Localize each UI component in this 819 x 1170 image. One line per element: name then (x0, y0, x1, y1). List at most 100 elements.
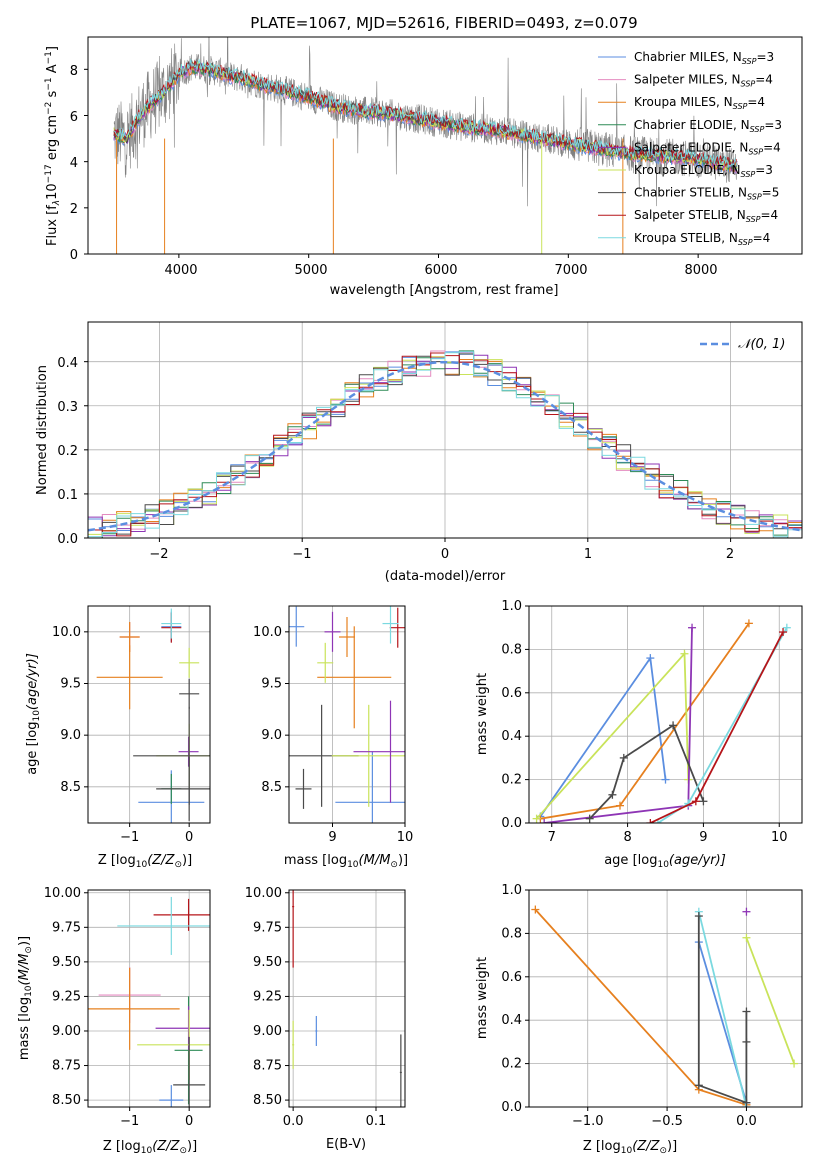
y-tick-label: 6 (70, 110, 78, 125)
age-z-y-label: age [log10(age/yr)] (25, 653, 42, 775)
model-spectrum-kroupa_stelib (113, 58, 738, 168)
y-tick-label: 0.4 (501, 729, 522, 744)
residual-hist-kroupa_stelib (88, 351, 802, 538)
y-tick-label: 9.00 (253, 1024, 282, 1039)
y-tick-label: 8.5 (60, 780, 81, 795)
y-tick-label: 8.50 (52, 1093, 81, 1108)
residual-y-label: Normed distribution (35, 365, 50, 495)
panel-frame (87, 605, 211, 824)
x-tick-label: 1 (584, 547, 592, 562)
y-tick-label: 0.8 (501, 926, 522, 941)
residual-panel: −2 −1 0 1 2 0.0 0.1 0.2 0.3 0.4 (data-mo… (35, 321, 803, 584)
legend-label: Kroupa STELIB, NSSP=4 (634, 231, 770, 247)
y-tick-label: 0.0 (57, 532, 78, 547)
x-tick-label: 10 (771, 830, 788, 845)
model-spectrum-chabrier_stelib (113, 59, 738, 172)
normal-curve (88, 360, 802, 532)
spectrum-plot-area (84, 37, 738, 258)
age-mass-x-label: mass [log10(M/M⊙)] (284, 853, 408, 870)
mw-age-x-label: age [log10(age/yr)] (604, 853, 726, 870)
y-tick-label: 0.6 (501, 970, 522, 985)
y-tick-label: 9.25 (52, 989, 81, 1004)
x-tick-label: 8 (623, 830, 631, 845)
panel-frame (528, 605, 803, 824)
y-tick-label: 0.2 (57, 444, 78, 459)
x-tick-label: 4000 (164, 263, 197, 278)
x-tick-label: 0 (441, 547, 449, 562)
y-tick-label: 0.2 (501, 1057, 522, 1072)
legend-label: Kroupa ELODIE, NSSP=3 (634, 163, 773, 179)
y-tick-label: 1.0 (501, 883, 522, 898)
y-tick-label: 9.50 (52, 955, 81, 970)
y-tick-label: 9.0 (261, 728, 282, 743)
mw-z-series (745, 937, 795, 1064)
mw-z-series (534, 908, 747, 1106)
y-tick-label: 10.00 (44, 886, 81, 901)
x-tick-label: 7 (548, 830, 556, 845)
spectrum-y-ticks: 0 2 4 6 8 (70, 64, 78, 263)
legend-label: Chabrier ELODIE, NSSP=3 (634, 118, 782, 134)
panel-frame (288, 605, 406, 824)
mw-age-panel: 7 8 9 10 0.0 0.2 0.4 0.6 0.8 1.0 (501, 599, 803, 845)
y-tick-label: 0.4 (501, 1013, 522, 1028)
spectrum-legend: Chabrier MILES, NSSP=3 Salpeter MILES, NS… (598, 50, 782, 247)
legend-label: Salpeter STELIB, NSSP=4 (634, 208, 778, 224)
panel-frame (288, 889, 406, 1108)
model-spectrum-kroupa_elodie (113, 60, 738, 171)
legend-label: Chabrier STELIB, NSSP=5 (634, 186, 779, 202)
y-tick-label: 0.1 (57, 488, 78, 503)
y-tick-label: 4 (70, 156, 78, 171)
y-tick-label: 0.4 (57, 356, 78, 371)
y-tick-label: 0 (70, 248, 78, 263)
x-tick-label: −0.5 (651, 1114, 683, 1129)
x-tick-label: 10 (397, 830, 414, 845)
panel-labels: Z [log10(Z/Z⊙)] age [log10(age/yr)] mass… (17, 653, 726, 1156)
panel-frame (528, 889, 803, 1108)
y-tick-label: 0.6 (501, 686, 522, 701)
x-tick-label: 0.0 (736, 1114, 757, 1129)
mw-z-panel: −1.0 −0.5 0.0 0.0 0.2 0.4 0.6 0.8 1.0 (501, 883, 803, 1129)
x-tick-label: −1 (292, 547, 311, 562)
y-tick-label: 9.50 (253, 955, 282, 970)
y-tick-label: 8.50 (253, 1093, 282, 1108)
x-tick-label: 9 (328, 830, 336, 845)
y-tick-label: 9.25 (253, 989, 282, 1004)
spectrum-panel: PLATE=1067, MJD=52616, FIBERID=0493, z=0… (44, 14, 803, 298)
mw-age-y-label: mass weight (475, 673, 490, 755)
spectrum-title: PLATE=1067, MJD=52616, FIBERID=0493, z=0… (250, 14, 637, 32)
y-tick-label: 0.3 (57, 400, 78, 415)
normal-legend-label: 𝒩(0, 1) (738, 337, 785, 352)
y-tick-label: 2 (70, 202, 78, 217)
mw-z-y-label: mass weight (475, 957, 490, 1039)
residual-x-ticks: −2 −1 0 1 2 (149, 547, 734, 562)
x-tick-label: −1.0 (572, 1114, 604, 1129)
spectrum-x-ticks: 4000 5000 6000 7000 8000 (164, 263, 717, 278)
mass-z-y-label: mass [log10(M/M⊙)] (17, 936, 34, 1060)
model-spectrum-salpeter_elodie (113, 62, 738, 173)
x-tick-label: −1 (120, 1114, 139, 1129)
residual-x-label: (data-model)/error (385, 569, 506, 584)
mw-age-series (540, 622, 750, 820)
x-tick-label: 0 (185, 830, 193, 845)
mass-ebv-x-label: E(B-V) (326, 1137, 366, 1152)
x-tick-label: 9 (699, 830, 707, 845)
age-mass-panel: 9 10 8.5 9.0 9.5 10.0 (253, 605, 414, 845)
age-z-panel: −1 0 8.5 9.0 9.5 10.0 (52, 605, 211, 845)
y-tick-label: 0.0 (501, 1100, 522, 1115)
legend-label: Salpeter MILES, NSSP=4 (634, 73, 773, 89)
mass-ebv-panel: 0.0 0.1 8.50 8.75 9.00 9.25 9.50 9.75 10.00 (245, 886, 406, 1129)
spectrum-y-label: Flux [fλ10−17 erg cm−2 s−1 A−1] (44, 46, 62, 246)
y-tick-label: 0.2 (501, 773, 522, 788)
panel-frame (87, 889, 211, 1108)
y-tick-label: 10.0 (253, 625, 282, 640)
residual-histograms (88, 350, 802, 538)
x-tick-label: 0 (185, 1114, 193, 1129)
legend-label: Salpeter ELODIE, NSSP=4 (634, 140, 781, 156)
y-tick-label: 10.00 (245, 886, 282, 901)
x-tick-label: −1 (120, 830, 139, 845)
y-tick-label: 8.75 (253, 1059, 282, 1074)
y-tick-label: 9.75 (253, 920, 282, 935)
x-tick-label: 2 (726, 547, 734, 562)
y-tick-label: 10.0 (52, 625, 81, 640)
